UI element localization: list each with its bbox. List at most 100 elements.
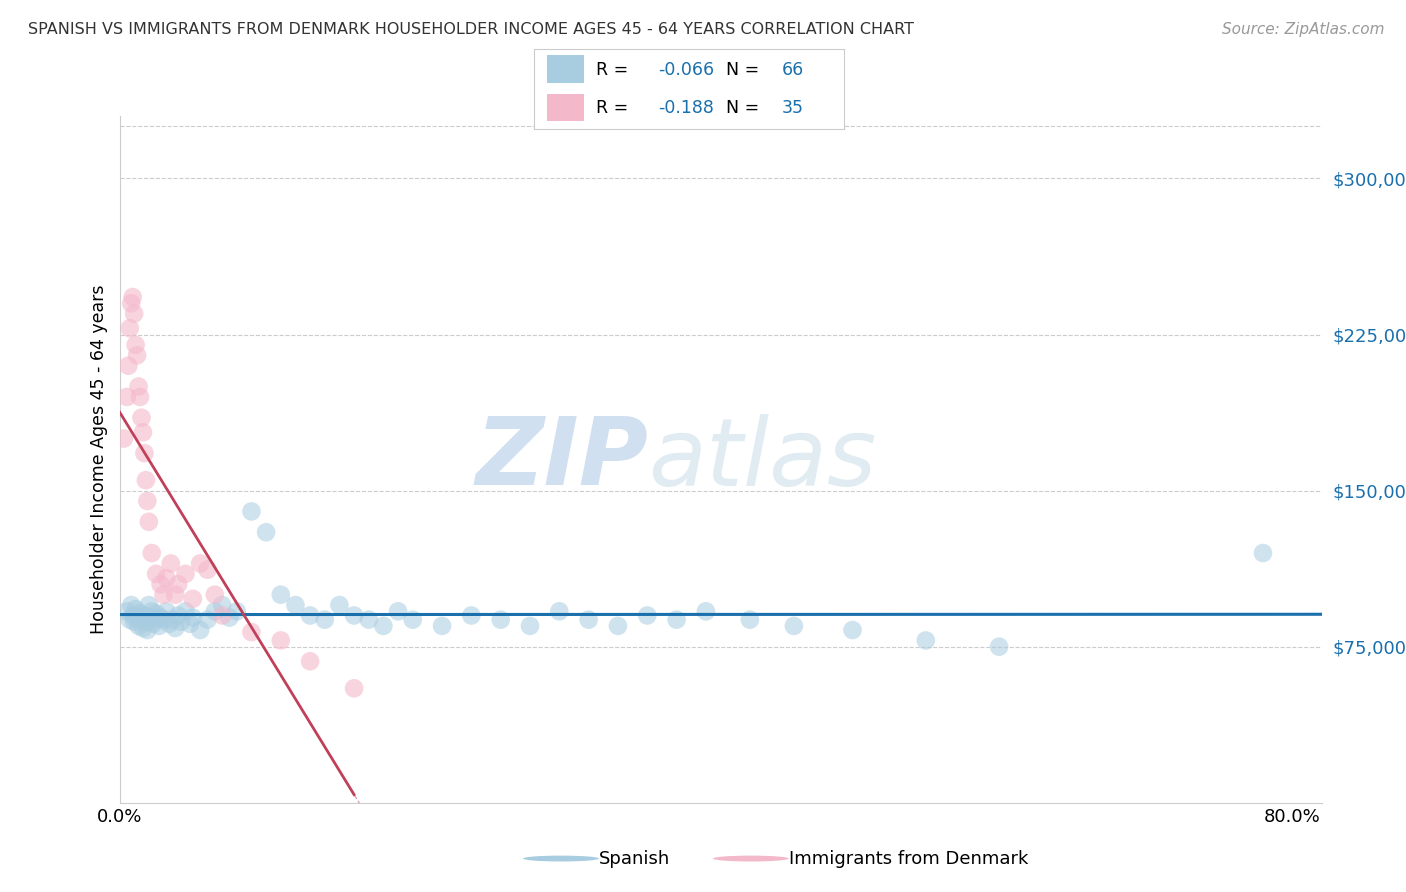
Point — [127, 610, 149, 624]
Point — [197, 613, 219, 627]
Point — [120, 296, 142, 310]
Point — [402, 613, 425, 627]
Text: Spanish: Spanish — [599, 849, 671, 868]
Point — [118, 613, 141, 627]
Point — [188, 557, 211, 571]
Point — [131, 613, 153, 627]
Point — [127, 348, 149, 362]
Point — [124, 602, 146, 616]
Point — [128, 619, 150, 633]
Point — [270, 588, 292, 602]
Point — [124, 338, 146, 352]
Text: N =: N = — [725, 61, 759, 78]
Text: atlas: atlas — [648, 414, 877, 505]
Point — [578, 613, 600, 627]
Point — [240, 504, 263, 518]
Text: Source: ZipAtlas.com: Source: ZipAtlas.com — [1222, 22, 1385, 37]
Point — [387, 604, 409, 618]
Point — [138, 515, 160, 529]
Text: -0.188: -0.188 — [658, 100, 714, 118]
Point — [665, 613, 688, 627]
Point — [211, 608, 233, 623]
Point — [357, 613, 380, 627]
Point — [134, 608, 156, 623]
Point — [136, 494, 159, 508]
Point — [179, 616, 201, 631]
Circle shape — [713, 855, 789, 862]
Circle shape — [523, 855, 599, 862]
Point — [170, 615, 193, 629]
Point — [155, 571, 177, 585]
Point — [489, 613, 512, 627]
Point — [204, 588, 226, 602]
Point — [548, 604, 571, 618]
Bar — [547, 94, 583, 121]
Point — [129, 607, 152, 621]
Point — [135, 473, 157, 487]
Point — [197, 563, 219, 577]
Y-axis label: Householder Income Ages 45 - 64 years: Householder Income Ages 45 - 64 years — [90, 285, 108, 634]
Point — [121, 608, 143, 623]
Point — [284, 598, 307, 612]
Point — [299, 654, 322, 668]
Point — [157, 616, 180, 631]
Point — [783, 619, 806, 633]
Point — [143, 613, 166, 627]
Point — [165, 588, 187, 602]
Point — [132, 621, 155, 635]
Point — [299, 608, 322, 623]
Point — [155, 604, 177, 618]
Point — [162, 613, 184, 627]
Point — [519, 619, 541, 633]
Point — [181, 610, 204, 624]
Point — [122, 307, 145, 321]
Text: 66: 66 — [782, 61, 804, 78]
Point — [373, 619, 395, 633]
Point — [181, 591, 204, 606]
Point — [211, 598, 233, 612]
Point — [145, 566, 167, 581]
Point — [167, 608, 190, 623]
Point — [988, 640, 1011, 654]
Point — [142, 616, 165, 631]
Point — [174, 604, 197, 618]
Point — [148, 619, 170, 633]
Point — [314, 613, 336, 627]
Point — [118, 321, 141, 335]
Text: -0.066: -0.066 — [658, 61, 714, 78]
Point — [135, 615, 157, 629]
Point — [270, 633, 292, 648]
Text: R =: R = — [596, 61, 628, 78]
Point — [141, 546, 163, 560]
Point — [738, 613, 761, 627]
Point — [122, 615, 145, 629]
Point — [152, 613, 174, 627]
Bar — [547, 55, 583, 83]
Point — [159, 557, 181, 571]
Point — [695, 604, 717, 618]
Point — [149, 577, 172, 591]
Point — [141, 604, 163, 618]
Point — [115, 390, 138, 404]
Point — [138, 598, 160, 612]
Point — [121, 290, 143, 304]
Point — [139, 610, 162, 624]
Point — [134, 446, 156, 460]
Point — [145, 607, 167, 621]
Point — [218, 610, 240, 624]
Point — [914, 633, 936, 648]
Point — [636, 608, 658, 623]
Point — [131, 410, 153, 425]
Point — [167, 577, 190, 591]
Point — [152, 588, 174, 602]
Point — [1251, 546, 1274, 560]
Point — [204, 604, 226, 618]
Text: ZIP: ZIP — [475, 413, 648, 506]
Point — [841, 623, 863, 637]
Point — [225, 604, 247, 618]
Point — [174, 566, 197, 581]
Point — [460, 608, 482, 623]
Point — [115, 604, 138, 618]
Point — [343, 681, 366, 696]
Point — [188, 623, 211, 637]
